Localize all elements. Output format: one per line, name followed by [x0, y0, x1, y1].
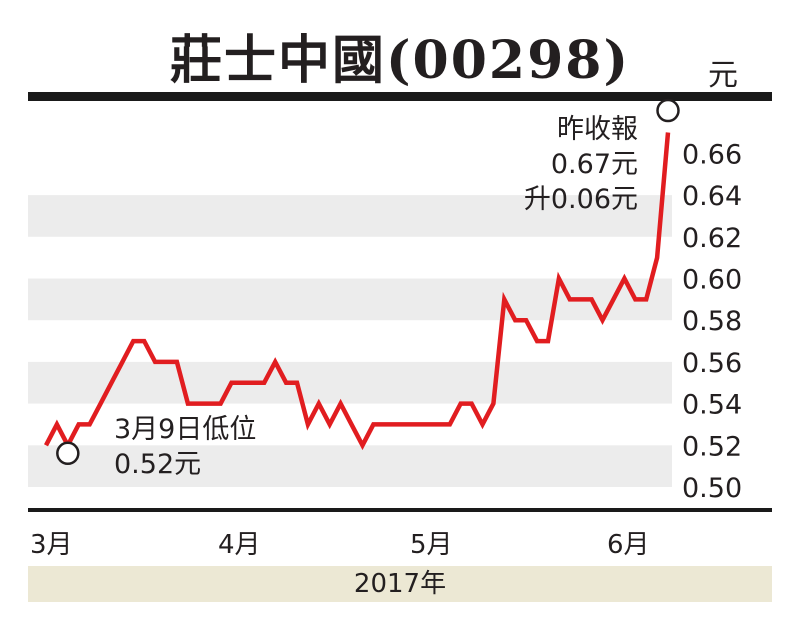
low-annotation-line1: 3月9日低位	[114, 414, 257, 445]
y-tick-label: 0.50	[682, 473, 742, 504]
grid-band	[28, 361, 672, 404]
y-tick-label: 0.56	[682, 348, 742, 379]
x-tick-may: 5月	[410, 530, 453, 560]
y-tick-label: 0.60	[682, 265, 742, 296]
y-tick-label: 0.64	[682, 181, 742, 212]
background-bands	[28, 195, 672, 487]
y-tick-label: 0.52	[682, 431, 742, 462]
low-annotation-line2: 0.52元	[114, 449, 202, 480]
price-line	[44, 132, 671, 451]
y-tick-label: 0.62	[682, 223, 742, 254]
high-annotation-line2: 0.67元	[550, 149, 638, 180]
y-tick-label: 0.58	[682, 306, 742, 337]
x-tick-mar: 3月	[30, 530, 73, 560]
chart-title: 莊士中國(00298)	[169, 30, 631, 91]
marker-circle	[56, 441, 80, 466]
y-axis-ticks: 0.50 0.52 0.54 0.56 0.58 0.60 0.62 0.64 0.66	[682, 139, 742, 504]
marker-circle	[656, 98, 680, 123]
low-annotation: 3月9日低位 0.52元	[114, 412, 256, 482]
y-tick-label: 0.54	[682, 390, 742, 421]
grid-band	[28, 195, 672, 237]
y-tick-label: 0.66	[682, 139, 742, 170]
high-annotation-line3: 升0.06元	[523, 184, 638, 215]
high-annotation-line1: 昨收報	[557, 114, 638, 145]
x-tick-jun: 6月	[607, 530, 650, 560]
marker-group	[56, 98, 680, 466]
grid-band	[28, 445, 672, 487]
high-annotation: 昨收報 0.67元 升0.06元	[524, 112, 638, 217]
year-label: 2017年	[28, 566, 772, 602]
x-tick-apr: 4月	[218, 530, 261, 560]
top-rule	[28, 92, 772, 101]
x-axis-line	[28, 508, 772, 512]
unit-label: 元	[708, 58, 738, 93]
